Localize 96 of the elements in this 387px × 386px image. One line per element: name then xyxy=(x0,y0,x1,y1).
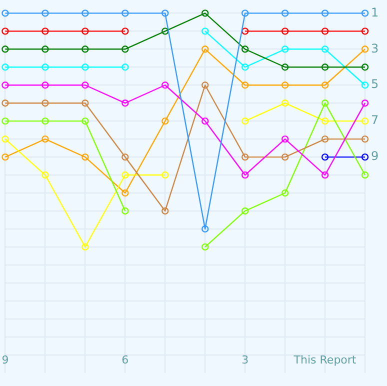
point xyxy=(361,82,369,89)
point xyxy=(241,64,249,71)
point xyxy=(361,28,369,35)
point xyxy=(2,153,9,161)
point xyxy=(42,171,49,179)
y-tick-label: 3 xyxy=(371,41,379,56)
point xyxy=(361,117,369,125)
point xyxy=(201,28,209,35)
point xyxy=(241,46,249,53)
point xyxy=(82,46,89,53)
point xyxy=(42,10,49,17)
x-tick-label: This Report xyxy=(292,354,357,367)
point xyxy=(361,10,369,17)
point xyxy=(42,117,49,125)
point xyxy=(241,117,249,125)
point xyxy=(2,46,9,53)
point xyxy=(122,64,129,71)
point xyxy=(82,82,89,89)
y-tick-label: 7 xyxy=(371,113,379,128)
point xyxy=(281,153,289,161)
x-tick-label: 9 xyxy=(2,354,9,367)
point xyxy=(2,82,9,89)
point xyxy=(281,10,289,17)
point xyxy=(361,135,369,143)
point xyxy=(281,64,289,71)
point xyxy=(321,117,329,125)
point xyxy=(361,100,369,107)
point xyxy=(2,117,9,125)
point xyxy=(122,207,129,215)
point xyxy=(122,153,129,161)
point xyxy=(162,171,169,179)
point xyxy=(321,46,329,53)
point xyxy=(162,28,169,35)
point xyxy=(82,28,89,35)
point xyxy=(321,64,329,71)
point xyxy=(2,64,9,71)
point xyxy=(42,82,49,89)
point xyxy=(241,82,249,89)
point xyxy=(361,153,369,161)
point xyxy=(321,135,329,143)
point xyxy=(281,82,289,89)
point xyxy=(361,171,369,179)
point xyxy=(321,82,329,89)
x-tick-label: 6 xyxy=(122,354,129,367)
point xyxy=(42,64,49,71)
point xyxy=(82,64,89,71)
point xyxy=(122,46,129,53)
point xyxy=(122,189,129,197)
point xyxy=(281,28,289,35)
point xyxy=(201,10,209,17)
point xyxy=(201,243,209,251)
y-tick-label: 1 xyxy=(371,5,379,20)
point xyxy=(201,46,209,53)
point xyxy=(2,135,9,143)
point xyxy=(2,10,9,17)
point xyxy=(2,28,9,35)
point xyxy=(122,10,129,17)
point xyxy=(122,100,129,107)
point xyxy=(321,153,329,161)
point xyxy=(321,100,329,107)
point xyxy=(201,82,209,89)
y-tick-label: 9 xyxy=(371,149,379,164)
point xyxy=(321,171,329,179)
point xyxy=(122,28,129,35)
point xyxy=(42,46,49,53)
point xyxy=(281,46,289,53)
point xyxy=(82,10,89,17)
point xyxy=(82,100,89,107)
point xyxy=(241,28,249,35)
point xyxy=(162,82,169,89)
y-tick-label: 5 xyxy=(371,77,379,92)
point xyxy=(2,100,9,107)
point xyxy=(361,64,369,71)
point xyxy=(42,100,49,107)
point xyxy=(42,28,49,35)
point xyxy=(82,153,89,161)
point xyxy=(162,117,169,125)
point xyxy=(82,117,89,125)
point xyxy=(281,189,289,197)
point xyxy=(241,153,249,161)
point xyxy=(241,10,249,17)
point xyxy=(281,100,289,107)
point xyxy=(281,135,289,143)
point xyxy=(122,171,129,179)
point xyxy=(241,171,249,179)
point xyxy=(321,28,329,35)
point xyxy=(201,117,209,125)
point xyxy=(241,207,249,215)
point xyxy=(201,225,209,233)
x-tick-label: 3 xyxy=(242,354,249,367)
point xyxy=(42,135,49,143)
point xyxy=(162,10,169,17)
point xyxy=(361,46,369,53)
point xyxy=(162,207,169,215)
point xyxy=(321,10,329,17)
point xyxy=(82,243,89,251)
